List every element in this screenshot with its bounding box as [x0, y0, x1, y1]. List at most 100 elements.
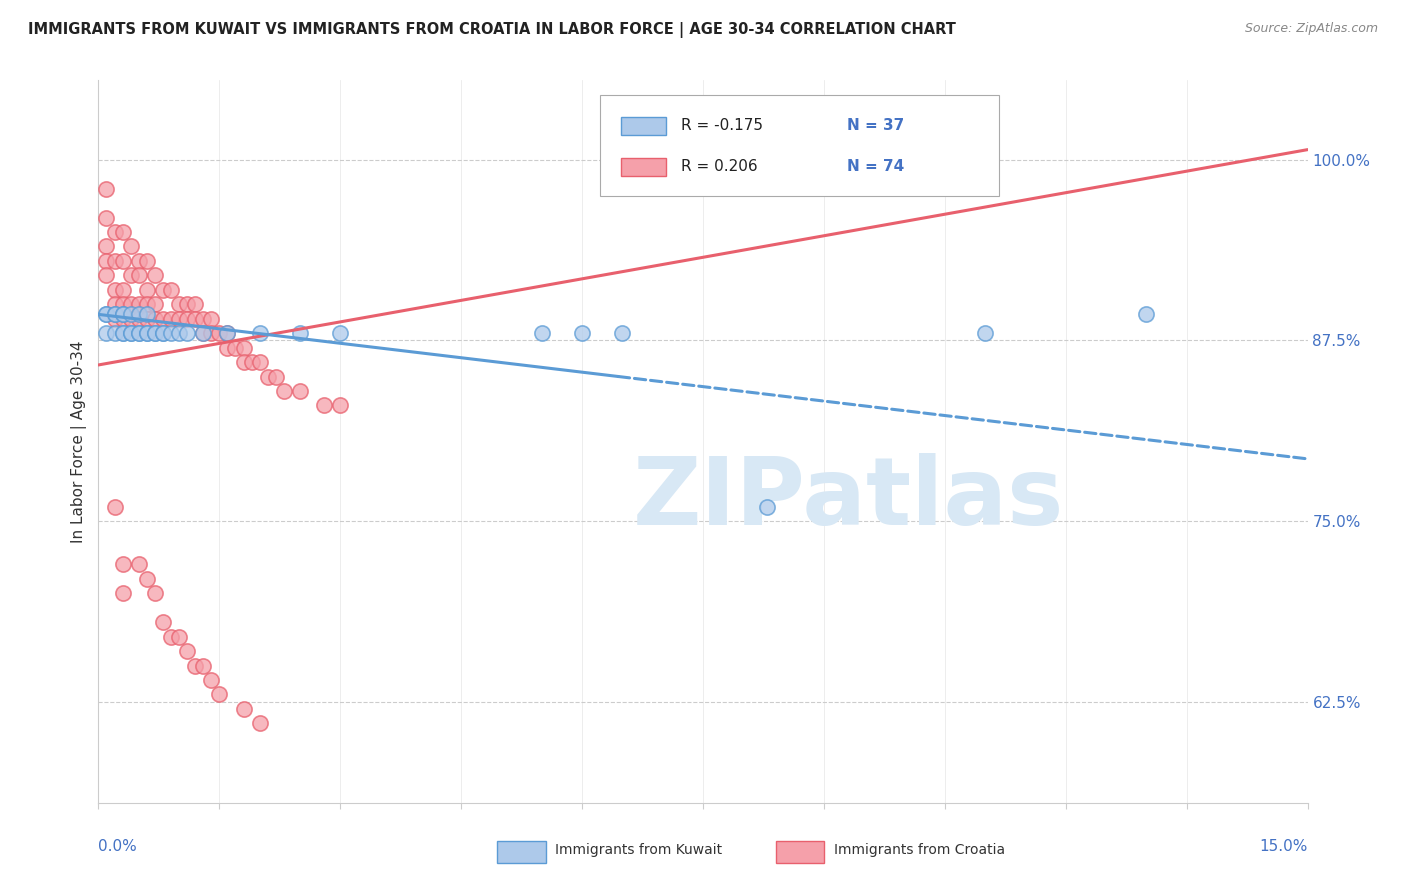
- Point: [167, 630, 190, 644]
- Point: [232, 702, 254, 716]
- Point: [96, 307, 118, 321]
- Point: [612, 326, 634, 341]
- Point: [135, 307, 157, 321]
- Point: [128, 307, 150, 321]
- Point: [208, 688, 231, 702]
- Point: [135, 254, 157, 268]
- Point: [176, 326, 198, 341]
- Point: [193, 658, 215, 673]
- Point: [111, 326, 134, 341]
- Point: [128, 254, 150, 268]
- Point: [111, 225, 134, 239]
- Point: [120, 239, 142, 253]
- Point: [329, 399, 352, 413]
- Point: [232, 341, 254, 355]
- Point: [143, 326, 166, 341]
- Point: [167, 326, 190, 341]
- Point: [200, 326, 222, 341]
- Point: [249, 326, 271, 341]
- Text: Source: ZipAtlas.com: Source: ZipAtlas.com: [1244, 22, 1378, 36]
- Point: [103, 254, 125, 268]
- Point: [160, 311, 183, 326]
- Point: [143, 311, 166, 326]
- Point: [240, 355, 263, 369]
- Point: [249, 716, 271, 731]
- Point: [232, 355, 254, 369]
- Text: R = 0.206: R = 0.206: [681, 160, 758, 175]
- Point: [152, 311, 174, 326]
- Point: [96, 268, 118, 283]
- Point: [111, 326, 134, 341]
- Point: [111, 307, 134, 321]
- Point: [217, 326, 239, 341]
- FancyBboxPatch shape: [600, 95, 1000, 196]
- Point: [288, 326, 311, 341]
- Point: [128, 326, 150, 341]
- Point: [167, 297, 190, 311]
- Point: [176, 644, 198, 658]
- Point: [103, 326, 125, 341]
- Point: [184, 297, 207, 311]
- Point: [103, 297, 125, 311]
- Point: [160, 326, 183, 341]
- Point: [329, 326, 352, 341]
- Text: Immigrants from Croatia: Immigrants from Croatia: [834, 843, 1005, 856]
- Point: [96, 239, 118, 253]
- Text: ZIPatlas: ZIPatlas: [633, 453, 1064, 545]
- Point: [120, 326, 142, 341]
- Point: [224, 341, 246, 355]
- FancyBboxPatch shape: [621, 158, 666, 176]
- Point: [288, 384, 311, 398]
- Point: [128, 297, 150, 311]
- Point: [135, 326, 157, 341]
- Point: [111, 297, 134, 311]
- Point: [756, 500, 779, 514]
- Text: IMMIGRANTS FROM KUWAIT VS IMMIGRANTS FROM CROATIA IN LABOR FORCE | AGE 30-34 COR: IMMIGRANTS FROM KUWAIT VS IMMIGRANTS FRO…: [28, 22, 956, 38]
- Point: [120, 268, 142, 283]
- Point: [96, 182, 118, 196]
- Point: [143, 268, 166, 283]
- Point: [96, 326, 118, 341]
- Point: [135, 283, 157, 297]
- Point: [135, 326, 157, 341]
- Point: [111, 283, 134, 297]
- Point: [128, 268, 150, 283]
- Point: [111, 558, 134, 572]
- Text: 15.0%: 15.0%: [1260, 839, 1308, 854]
- Point: [103, 500, 125, 514]
- Point: [152, 326, 174, 341]
- Point: [160, 283, 183, 297]
- Point: [571, 326, 593, 341]
- Point: [200, 673, 222, 687]
- Point: [176, 311, 198, 326]
- Point: [152, 326, 174, 341]
- Point: [160, 630, 183, 644]
- Point: [143, 326, 166, 341]
- Point: [120, 326, 142, 341]
- Point: [103, 311, 125, 326]
- Point: [128, 311, 150, 326]
- Point: [184, 658, 207, 673]
- Point: [200, 311, 222, 326]
- Point: [249, 355, 271, 369]
- Point: [273, 384, 295, 398]
- Point: [111, 311, 134, 326]
- Point: [974, 326, 997, 341]
- Point: [120, 311, 142, 326]
- Point: [135, 311, 157, 326]
- Point: [103, 307, 125, 321]
- Point: [128, 326, 150, 341]
- Text: Immigrants from Kuwait: Immigrants from Kuwait: [555, 843, 723, 856]
- FancyBboxPatch shape: [498, 841, 546, 863]
- Point: [193, 326, 215, 341]
- Text: N = 74: N = 74: [848, 160, 904, 175]
- Point: [120, 297, 142, 311]
- FancyBboxPatch shape: [621, 117, 666, 135]
- Point: [135, 297, 157, 311]
- Text: R = -0.175: R = -0.175: [681, 119, 762, 133]
- Point: [167, 311, 190, 326]
- Point: [152, 615, 174, 630]
- Point: [193, 311, 215, 326]
- Point: [530, 326, 553, 341]
- Y-axis label: In Labor Force | Age 30-34: In Labor Force | Age 30-34: [72, 340, 87, 543]
